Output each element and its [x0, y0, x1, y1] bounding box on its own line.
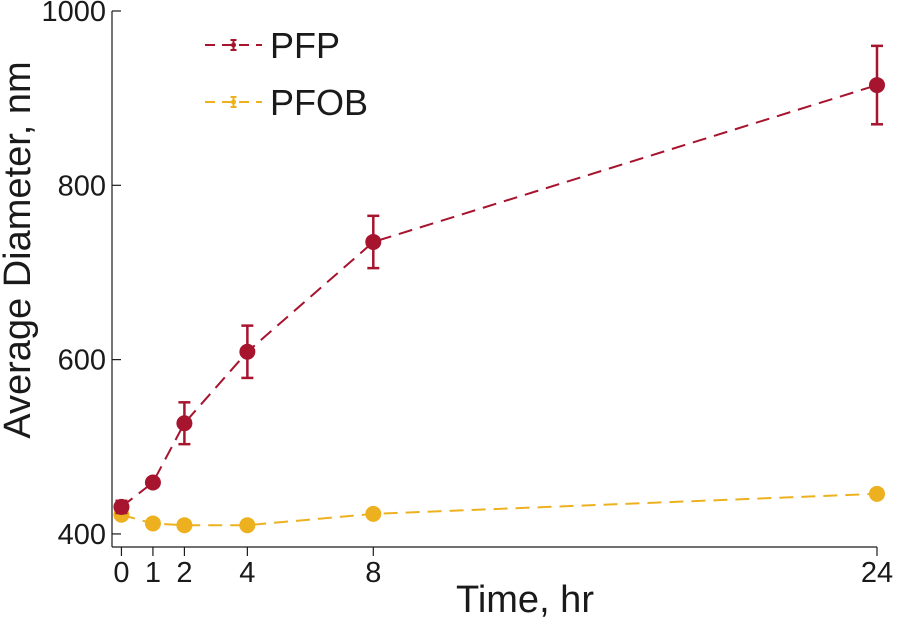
- data-point-pfob-4: [239, 517, 256, 534]
- series-layer: [113, 44, 885, 534]
- legend-marker-pfob: [231, 99, 236, 105]
- data-point-pfp-24: [869, 77, 885, 94]
- legend-entry-pfob: PFOB: [205, 82, 368, 123]
- legend: PFP PFOB: [205, 25, 368, 123]
- data-point-pfp-0: [113, 498, 130, 515]
- x-axis-title: Time, hr: [456, 579, 594, 621]
- x-tick-label-24: 24: [861, 557, 893, 589]
- legend-label-pfp: PFP: [270, 25, 340, 66]
- series-pfp: [113, 44, 885, 515]
- data-point-pfob-8: [365, 505, 382, 522]
- y-tick-label-1000: 1000: [41, 0, 106, 28]
- x-tick-label-8: 8: [365, 557, 381, 589]
- legend-marker-pfp: [231, 42, 236, 48]
- data-point-pfp-8: [365, 233, 382, 250]
- series-line-pfob: [121, 492, 878, 527]
- x-tick-label-1: 1: [145, 557, 161, 589]
- data-point-pfp-1: [144, 474, 161, 491]
- legend-entry-pfp: PFP: [205, 25, 340, 66]
- x-tick-label-4: 4: [239, 557, 255, 589]
- data-point-pfp-4: [239, 343, 256, 360]
- data-point-pfp-2: [176, 415, 193, 432]
- data-point-pfob-1: [144, 515, 161, 532]
- data-point-pfob-2: [176, 517, 193, 534]
- y-axis-title: Average Diameter, nm: [0, 61, 39, 438]
- y-tick-label-400: 400: [58, 519, 106, 551]
- y-tick-label-800: 800: [58, 170, 106, 202]
- x-tick-label-0: 0: [113, 557, 129, 589]
- legend-label-pfob: PFOB: [270, 82, 368, 123]
- series-line-pfp: [120, 84, 878, 508]
- axes: [111, 11, 877, 548]
- y-tick-label-600: 600: [58, 345, 106, 377]
- series-pfob: [113, 485, 885, 534]
- data-point-pfob-24: [869, 485, 885, 502]
- x-tick-label-2: 2: [176, 557, 192, 589]
